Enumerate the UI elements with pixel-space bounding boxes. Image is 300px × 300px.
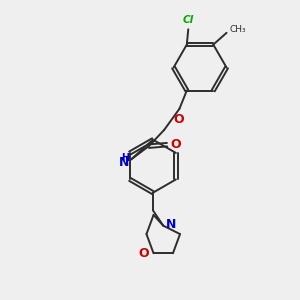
Text: O: O [171,138,181,151]
Text: N: N [119,156,129,169]
Text: Cl: Cl [183,15,194,25]
Text: CH₃: CH₃ [230,25,246,34]
Text: O: O [173,113,184,126]
Text: N: N [166,218,177,231]
Text: H: H [121,153,129,163]
Text: O: O [139,247,149,260]
